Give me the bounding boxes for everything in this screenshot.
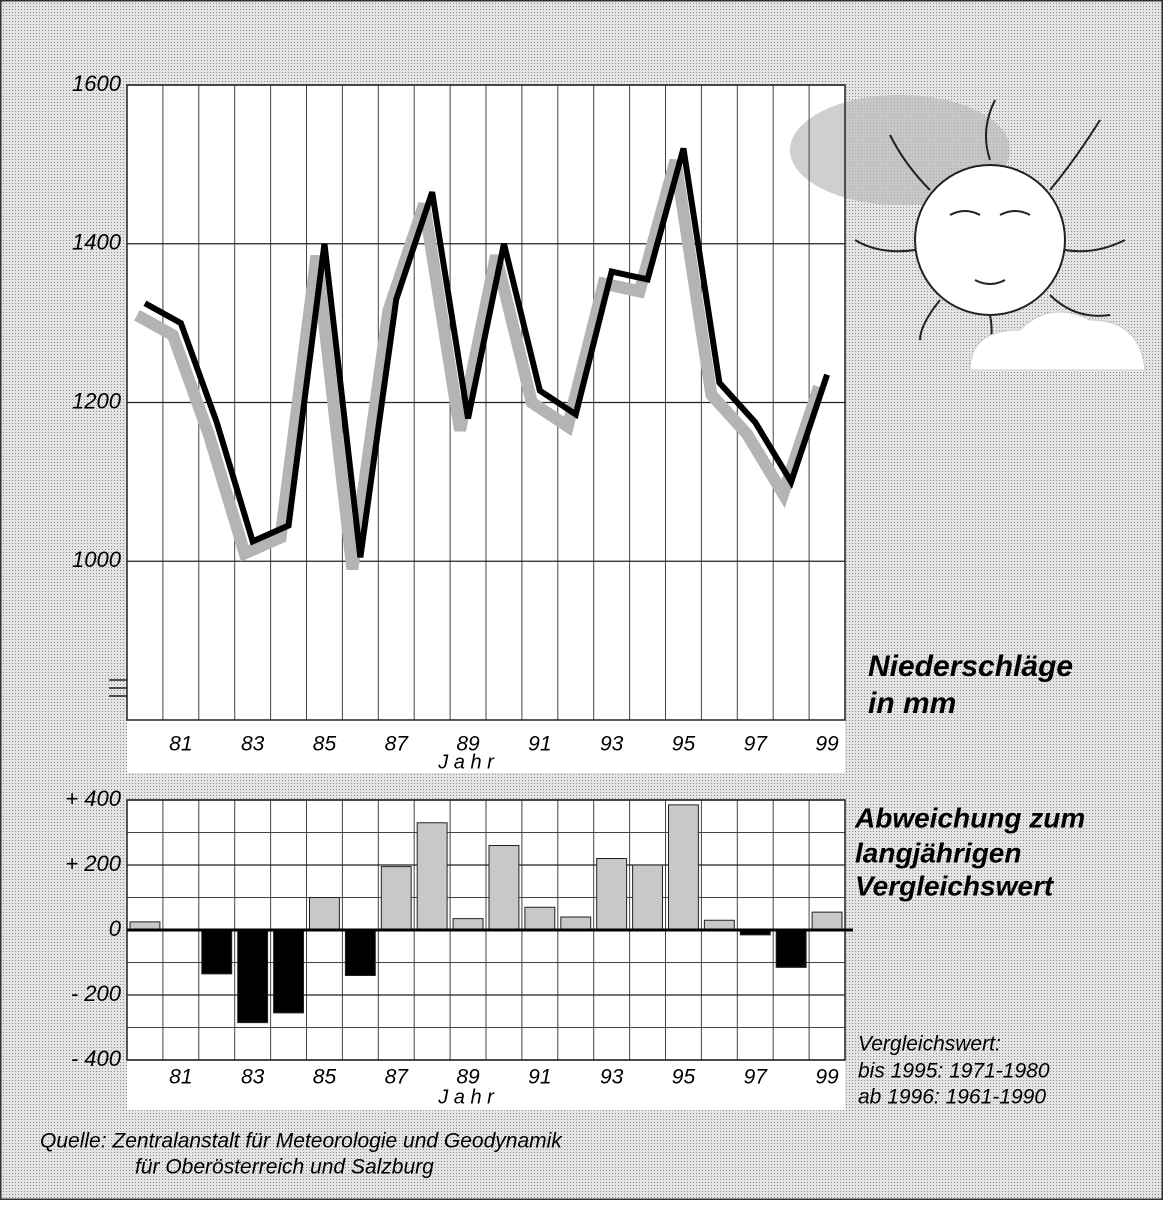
x-tick-label: 95 <box>672 733 696 756</box>
y-tick-label: + 200 <box>65 851 121 876</box>
x-tick-label: 87 <box>385 733 410 756</box>
bar <box>238 930 268 1023</box>
x-axis-label: J a h r <box>437 1086 495 1108</box>
x-tick-label: 83 <box>241 733 265 756</box>
source: Quelle: Zentralanstalt für Meteorologie … <box>40 1130 563 1153</box>
x-tick-label: 93 <box>600 733 624 756</box>
bar <box>776 930 806 967</box>
y-tick-label: + 400 <box>65 786 121 811</box>
bar <box>669 805 699 930</box>
note: bis 1995: 1971-1980 <box>858 1060 1050 1083</box>
chart-title: langjährigen <box>855 837 1021 868</box>
y-tick-label: 1200 <box>72 388 122 413</box>
note: ab 1996: 1961-1990 <box>858 1086 1046 1109</box>
x-tick-label: 99 <box>815 733 839 756</box>
x-tick-label: 97 <box>744 1066 769 1089</box>
bar <box>345 930 375 976</box>
y-tick-label: 1000 <box>72 547 122 572</box>
x-tick-label: 87 <box>385 1066 410 1089</box>
chart-title: Niederschläge <box>868 650 1073 683</box>
bar <box>381 867 411 930</box>
chart-title: Abweichung zum <box>854 802 1085 833</box>
x-tick-label: 85 <box>313 733 337 756</box>
x-tick-label: 81 <box>169 1066 192 1089</box>
bar <box>812 912 842 930</box>
x-tick-label: 93 <box>600 1066 624 1089</box>
y-tick-label: 1400 <box>72 230 122 255</box>
x-tick-label: 99 <box>815 1066 839 1089</box>
x-tick-label: 83 <box>241 1066 265 1089</box>
bar <box>274 930 304 1013</box>
note: Vergleichswert: <box>858 1033 1001 1056</box>
source: für Oberösterreich und Salzburg <box>135 1156 434 1179</box>
bar <box>310 898 340 931</box>
bar <box>417 823 447 930</box>
x-tick-label: 91 <box>528 1066 551 1089</box>
bar <box>453 919 483 930</box>
y-tick-label: 1600 <box>72 71 122 96</box>
y-tick-label: - 200 <box>71 981 122 1006</box>
page: Vergleichswert: bis 1995: 1971-1980 ab 1… <box>0 0 1163 1200</box>
y-tick-label: - 400 <box>71 1046 122 1071</box>
y-tick-label: 0 <box>109 916 122 941</box>
x-tick-label: 89 <box>456 1066 480 1089</box>
x-tick-label: 85 <box>313 1066 337 1089</box>
x-tick-label: 91 <box>528 733 551 756</box>
x-tick-label: 95 <box>672 1066 696 1089</box>
bar <box>525 907 555 930</box>
bar <box>561 917 591 930</box>
chart-title: Vergleichswert <box>855 870 1055 901</box>
x-axis-label: J a h r <box>437 751 495 773</box>
chart-title: in mm <box>868 687 956 720</box>
x-tick-label: 81 <box>169 733 192 756</box>
bar <box>633 865 663 930</box>
bar <box>202 930 232 974</box>
x-tick-label: 97 <box>744 733 769 756</box>
bar <box>597 859 627 931</box>
bar <box>489 846 519 931</box>
